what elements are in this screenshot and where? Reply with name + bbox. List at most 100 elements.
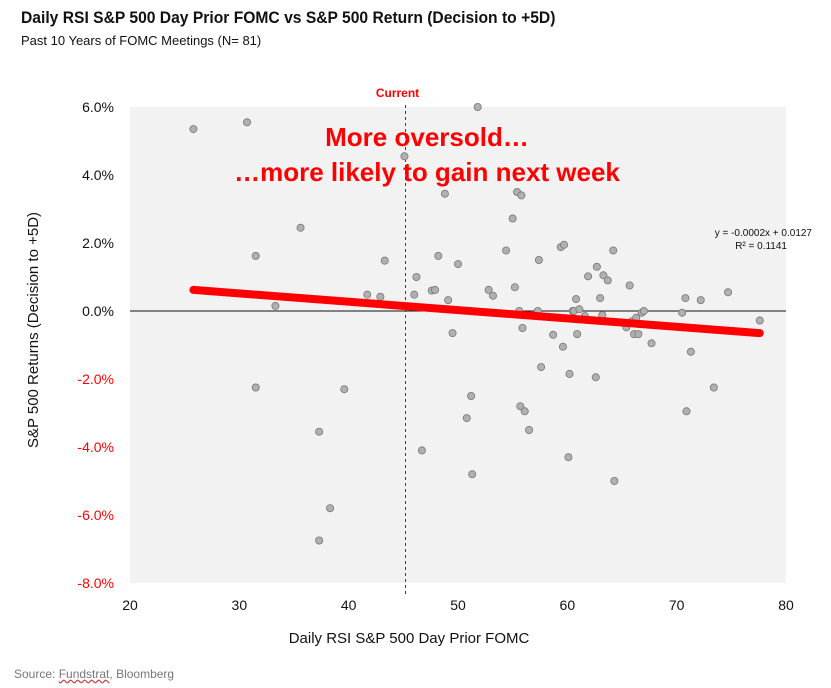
data-point xyxy=(412,272,421,281)
x-tick-label: 80 xyxy=(778,597,794,613)
trend-r-squared: R² = 0.1141 xyxy=(735,241,787,252)
data-point xyxy=(584,272,593,281)
data-point xyxy=(610,476,619,485)
y-tick-label: -6.0% xyxy=(77,507,114,523)
data-point xyxy=(410,290,419,299)
annotation-line-2: …more likely to gain next week xyxy=(234,157,620,187)
data-point xyxy=(340,385,349,394)
data-point xyxy=(603,276,612,285)
data-points xyxy=(189,103,764,545)
data-point xyxy=(363,290,372,299)
data-point xyxy=(696,296,705,305)
data-point xyxy=(591,373,600,382)
data-point xyxy=(518,323,527,332)
trend-line xyxy=(189,285,764,338)
data-point xyxy=(315,536,324,545)
data-point xyxy=(271,301,280,310)
data-point xyxy=(573,330,582,339)
data-point xyxy=(376,292,385,301)
data-point xyxy=(686,347,695,356)
x-tick-label: 30 xyxy=(232,597,248,613)
annotation-line-1: More oversold… xyxy=(325,122,529,152)
data-point xyxy=(189,125,198,134)
data-point xyxy=(575,305,584,314)
data-point xyxy=(434,251,443,260)
x-tick-label: 40 xyxy=(341,597,357,613)
data-point xyxy=(755,316,764,325)
y-tick-label: -4.0% xyxy=(77,439,114,455)
data-point xyxy=(681,294,690,303)
data-point xyxy=(467,391,476,400)
data-point xyxy=(564,453,573,462)
data-point xyxy=(520,407,529,416)
source-link[interactable]: Fundstrat xyxy=(58,667,110,681)
data-point xyxy=(380,256,389,265)
source-suffix: , Bloomberg xyxy=(109,667,175,681)
source-note: Source: Fundstrat, Bloomberg xyxy=(14,667,174,681)
data-point xyxy=(609,246,618,255)
y-axis-label: S&P 500 Returns (Decision to +5D) xyxy=(25,212,42,448)
data-point xyxy=(565,369,574,378)
data-point xyxy=(326,504,335,513)
data-point xyxy=(417,446,426,455)
data-point xyxy=(516,402,525,411)
current-label: Current xyxy=(376,86,419,100)
data-point xyxy=(251,251,260,260)
data-point xyxy=(534,255,543,264)
data-point xyxy=(724,288,733,297)
x-tick-label: 70 xyxy=(669,597,685,613)
trend-equation: y = -0.0002x + 0.0127 xyxy=(715,228,813,239)
data-point xyxy=(488,291,497,300)
y-tick-label: 6.0% xyxy=(82,99,114,115)
data-point xyxy=(639,306,648,315)
x-axis-label: Daily RSI S&P 500 Day Prior FOMC xyxy=(289,630,530,647)
data-point xyxy=(678,308,687,317)
data-point xyxy=(453,260,462,269)
data-point xyxy=(510,283,519,292)
data-point xyxy=(508,214,517,223)
chart-title: Daily RSI S&P 500 Day Prior FOMC vs S&P … xyxy=(21,8,556,27)
data-point xyxy=(251,383,260,392)
y-axis: 6.0% 4.0% 2.0% 0.0% -2.0% -4.0% -6.0% -8.0% xyxy=(77,99,114,591)
data-point xyxy=(448,329,457,338)
y-tick-label: -8.0% xyxy=(77,575,114,591)
plot-area xyxy=(130,107,786,583)
data-point xyxy=(560,240,569,249)
data-point xyxy=(468,470,477,479)
data-point xyxy=(599,271,608,280)
y-tick-label: -2.0% xyxy=(77,371,114,387)
data-point xyxy=(502,246,511,255)
x-tick-label: 60 xyxy=(560,597,576,613)
data-point xyxy=(709,383,718,392)
data-point xyxy=(558,342,567,351)
x-tick-label: 50 xyxy=(450,597,466,613)
data-point xyxy=(647,339,656,348)
data-point xyxy=(592,262,601,271)
data-point xyxy=(484,285,493,294)
data-point xyxy=(634,330,643,339)
y-tick-label: 4.0% xyxy=(82,167,114,183)
data-point xyxy=(682,407,691,416)
data-point xyxy=(473,103,482,112)
data-point xyxy=(400,152,409,161)
data-point xyxy=(596,294,605,303)
y-tick-label: 0.0% xyxy=(82,303,114,319)
data-point xyxy=(525,425,534,434)
data-point xyxy=(517,191,526,200)
data-point xyxy=(537,363,546,372)
data-point xyxy=(444,296,453,305)
data-point xyxy=(296,223,305,232)
data-point xyxy=(440,189,449,198)
data-point xyxy=(431,285,440,294)
x-axis: 20 30 40 50 60 70 80 xyxy=(122,597,794,613)
chart-subtitle: Past 10 Years of FOMC Meetings (N= 81) xyxy=(21,33,262,48)
data-point xyxy=(315,427,324,436)
source-prefix: Source: xyxy=(14,667,59,681)
data-point xyxy=(572,295,581,304)
data-point xyxy=(462,414,471,423)
data-point xyxy=(549,330,558,339)
x-tick-label: 20 xyxy=(122,597,138,613)
data-point xyxy=(625,281,634,290)
y-tick-label: 2.0% xyxy=(82,235,114,251)
